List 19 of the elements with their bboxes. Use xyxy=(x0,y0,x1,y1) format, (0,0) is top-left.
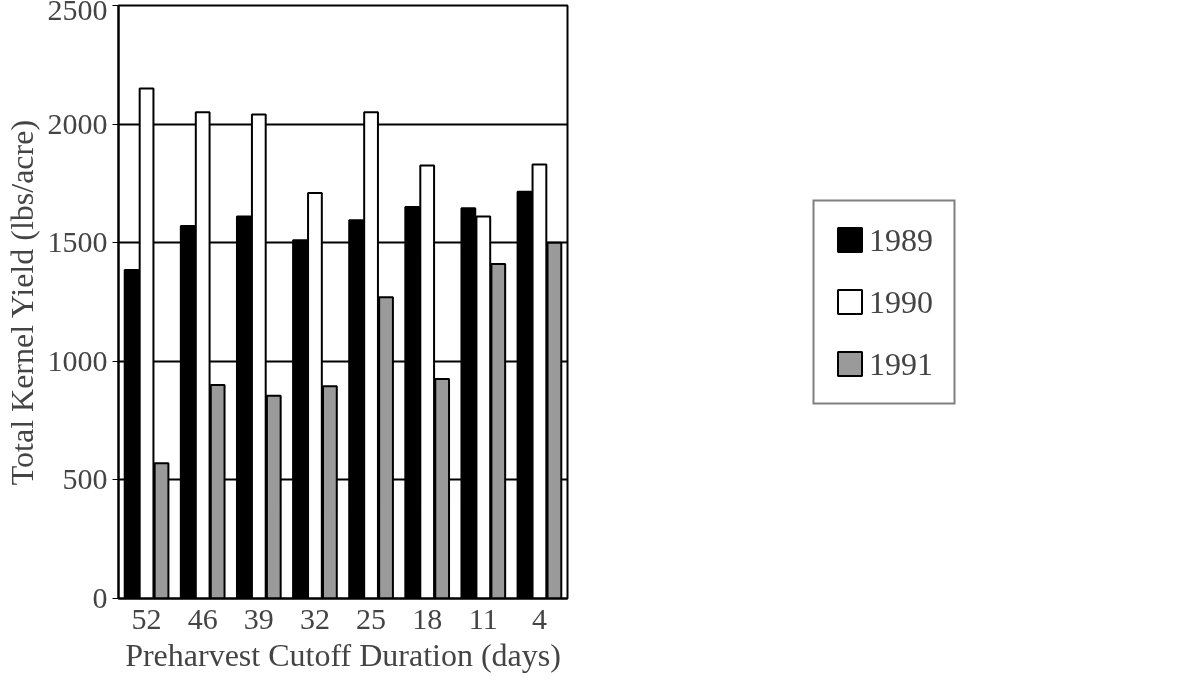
y-axis-title: Total Kernel Yield (lbs/acre) xyxy=(3,119,40,486)
y-tick-label: 1000 xyxy=(47,343,108,377)
x-tick-label: 11 xyxy=(468,601,498,635)
legend-label: 1991 xyxy=(869,345,933,382)
y-tick-label: 2000 xyxy=(47,106,108,140)
y-tick-label: 2500 xyxy=(47,0,108,26)
legend-label: 1989 xyxy=(869,221,933,258)
x-tick-label: 25 xyxy=(356,601,387,635)
x-tick-label: 52 xyxy=(131,601,162,635)
y-tick-label: 0 xyxy=(92,581,108,614)
x-tick-label: 46 xyxy=(187,601,218,635)
x-axis-title: Preharvest Cutoff Duration (days) xyxy=(125,636,561,673)
x-tick-label: 18 xyxy=(412,601,443,635)
x-tick-label: 4 xyxy=(531,601,547,635)
y-tick-label: 1500 xyxy=(47,225,108,259)
x-tick-label: 32 xyxy=(299,601,330,635)
x-tick-label: 39 xyxy=(243,601,274,635)
legend-label: 1990 xyxy=(869,283,933,320)
y-tick-label: 500 xyxy=(62,462,108,496)
